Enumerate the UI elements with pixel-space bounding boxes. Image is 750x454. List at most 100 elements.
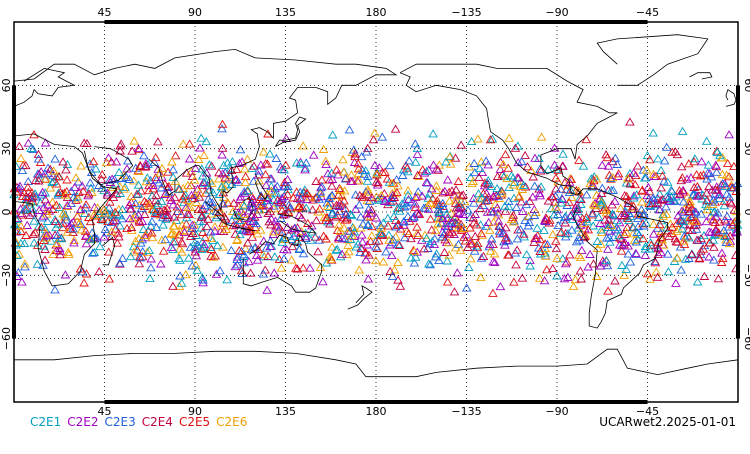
- triangle-marker: [158, 246, 169, 255]
- triangle-marker: [380, 196, 390, 205]
- triangle-marker: [551, 236, 561, 245]
- triangle-marker: [650, 200, 661, 209]
- triangle-marker: [642, 269, 653, 278]
- triangle-marker: [367, 231, 377, 240]
- triangle-marker: [684, 206, 694, 216]
- lat-tick-right: 30: [742, 142, 750, 156]
- triangle-marker: [255, 205, 265, 214]
- triangle-marker: [193, 204, 204, 214]
- triangle-marker: [193, 154, 204, 163]
- triangle-marker: [30, 189, 40, 198]
- triangle-marker: [194, 217, 205, 226]
- triangle-marker: [331, 245, 341, 254]
- triangle-marker: [595, 261, 606, 270]
- triangle-marker: [469, 198, 479, 207]
- triangle-marker: [710, 185, 721, 194]
- triangle-marker: [349, 227, 360, 236]
- triangle-marker: [261, 243, 272, 252]
- triangle-marker: [613, 171, 623, 180]
- triangle-marker: [661, 202, 671, 211]
- triangle-marker: [713, 274, 724, 283]
- triangle-marker: [167, 157, 177, 166]
- triangle-marker: [218, 160, 229, 169]
- triangle-marker: [141, 161, 151, 170]
- triangle-marker: [50, 285, 60, 294]
- triangle-marker: [38, 211, 49, 220]
- triangle-marker: [289, 223, 300, 232]
- triangle-marker: [97, 183, 107, 192]
- triangle-marker: [334, 234, 344, 243]
- triangle-marker: [214, 189, 225, 198]
- triangle-marker: [709, 242, 719, 251]
- triangle-marker: [137, 216, 148, 226]
- triangle-marker: [621, 178, 632, 187]
- triangle-marker: [148, 180, 158, 189]
- triangle-marker: [331, 212, 341, 221]
- triangle-marker: [676, 176, 687, 185]
- triangle-marker: [314, 194, 324, 203]
- triangle-marker: [701, 136, 712, 145]
- triangle-marker: [354, 265, 364, 274]
- triangle-marker: [349, 231, 360, 240]
- triangle-marker: [624, 208, 634, 217]
- triangle-marker: [701, 188, 712, 197]
- triangle-marker: [649, 195, 659, 204]
- triangle-marker: [203, 214, 213, 223]
- triangle-marker: [574, 194, 585, 203]
- triangle-marker: [32, 169, 43, 178]
- triangle-marker: [687, 250, 697, 259]
- triangle-marker: [392, 203, 403, 212]
- triangle-marker: [286, 255, 297, 264]
- triangle-marker: [113, 228, 124, 237]
- triangle-marker: [605, 237, 615, 246]
- triangle-marker: [217, 119, 228, 128]
- triangle-marker: [21, 161, 31, 170]
- triangle-marker: [250, 222, 261, 231]
- triangle-marker: [103, 247, 114, 256]
- triangle-marker: [691, 224, 702, 233]
- triangle-marker: [134, 234, 144, 243]
- triangle-marker: [699, 241, 710, 250]
- triangle-marker: [36, 167, 46, 176]
- triangle-marker: [413, 187, 423, 196]
- triangle-marker: [147, 228, 157, 237]
- triangle-marker: [298, 263, 308, 272]
- triangle-marker: [353, 239, 363, 248]
- triangle-marker: [540, 243, 551, 252]
- triangle-marker: [619, 229, 630, 238]
- triangle-marker: [139, 196, 150, 205]
- newzealand-coast: [347, 285, 373, 310]
- triangle-marker: [325, 219, 335, 228]
- triangle-marker: [412, 149, 423, 158]
- triangle-marker: [218, 226, 229, 236]
- triangle-marker: [92, 234, 102, 243]
- triangle-marker: [383, 213, 393, 222]
- triangle-marker: [392, 187, 402, 197]
- triangle-marker: [596, 200, 607, 209]
- triangle-marker: [689, 182, 699, 192]
- triangle-marker: [442, 277, 453, 286]
- triangle-marker: [663, 267, 674, 276]
- triangle-marker: [36, 222, 47, 231]
- triangle-marker: [136, 203, 147, 212]
- triangle-marker: [60, 270, 71, 279]
- triangle-marker: [242, 154, 253, 163]
- triangle-marker: [480, 178, 490, 187]
- triangle-marker: [315, 187, 326, 196]
- triangle-marker: [23, 187, 34, 196]
- triangle-marker: [99, 205, 109, 214]
- triangle-marker: [446, 159, 456, 168]
- triangle-marker: [16, 221, 26, 230]
- triangle-marker: [671, 237, 681, 246]
- triangle-marker: [39, 235, 49, 245]
- triangle-marker: [52, 238, 62, 248]
- triangle-marker: [595, 218, 605, 227]
- triangle-marker: [699, 271, 710, 280]
- triangle-marker: [125, 214, 135, 223]
- triangle-marker: [720, 231, 730, 241]
- triangle-marker: [339, 213, 349, 222]
- triangle-marker: [512, 234, 523, 243]
- triangle-marker: [100, 224, 111, 233]
- triangle-marker: [204, 160, 215, 169]
- triangle-marker: [314, 204, 325, 213]
